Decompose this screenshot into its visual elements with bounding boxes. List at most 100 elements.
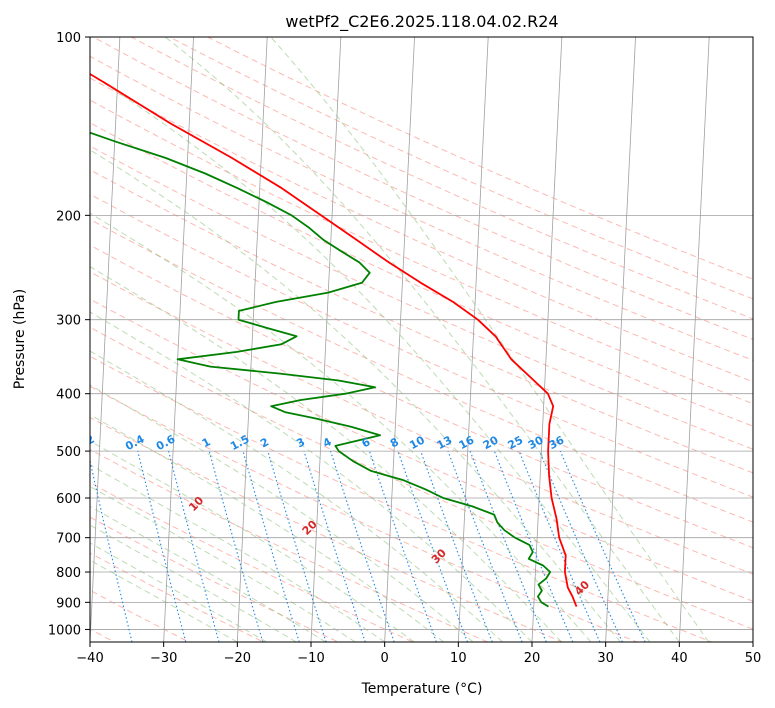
mixing-ratio-label: 10 xyxy=(407,433,427,452)
isotherm-line xyxy=(310,37,342,642)
mixing-ratio-line xyxy=(242,450,300,642)
isotherm-line xyxy=(236,37,268,642)
dry-adiabat-line xyxy=(130,37,753,320)
dry-adiabat-line xyxy=(206,37,753,280)
mixing-ratio-line xyxy=(137,450,187,642)
dry-adiabat-line xyxy=(90,416,564,642)
y-tick-label: 600 xyxy=(56,492,81,507)
dry-adiabat-line xyxy=(90,355,714,642)
isotherm-line xyxy=(605,37,636,642)
dry-adiabat-line xyxy=(90,122,753,427)
pressure-gridlines xyxy=(90,37,753,630)
mixing-ratio-line xyxy=(303,450,366,642)
isotherm-line xyxy=(90,37,121,642)
mixing-ratio-label: 0.2 xyxy=(73,433,96,454)
mixing-ratio-line xyxy=(208,450,264,642)
isotherm-line xyxy=(752,633,753,642)
dry-adiabat-label: -10 xyxy=(0,459,20,482)
dry-adiabat-label: 0 xyxy=(76,470,91,485)
dry-adiabat-line xyxy=(90,193,753,498)
mixing-ratio-line xyxy=(420,450,493,642)
x-axis-label: Temperature (°C) xyxy=(361,681,483,697)
dry-adiabat-line xyxy=(92,37,753,340)
dry-adiabat-line xyxy=(90,385,639,642)
moist-adiabats xyxy=(90,37,710,642)
mixing-ratio-label: 25 xyxy=(506,433,526,452)
y-tick-label: 300 xyxy=(56,314,81,329)
x-tick-label: 40 xyxy=(671,651,688,666)
mixing-ratio-label: 20 xyxy=(481,433,501,452)
plot-frame xyxy=(89,36,754,643)
mixing-ratio-labels: 0.1 0.2 0.4 0.6 1 1.5 2 3 4 6 8 10 13 16 20 25 30 36 xyxy=(27,432,567,454)
mixing-ratio-label: 0.4 xyxy=(123,432,147,453)
mixing-ratio-line xyxy=(539,450,623,642)
mixing-ratio-label: 8 xyxy=(388,435,401,450)
mixing-ratio-line xyxy=(469,450,547,642)
dry-adiabat-line xyxy=(90,482,415,642)
x-tick-label: 20 xyxy=(524,651,541,666)
mixing-ratio-label: 16 xyxy=(457,433,477,452)
dewpoint-profile-line xyxy=(90,131,552,608)
mixing-ratio-line xyxy=(397,450,469,642)
y-axis-ticks: 100 200 300 400 500 600 700 800 900 1000 xyxy=(48,31,90,638)
y-axis-label: Pressure (hPa) xyxy=(12,289,28,389)
moist-adiabat-line xyxy=(90,542,268,642)
y-tick-label: 400 xyxy=(56,388,81,403)
dry-adiabat-label: 10 xyxy=(186,494,206,514)
isotherm-line xyxy=(531,37,563,642)
mixing-ratio-label: 2 xyxy=(258,435,271,450)
dry-adiabat-line xyxy=(90,271,753,575)
isotherm-line xyxy=(678,37,710,642)
mixing-ratio-line xyxy=(267,450,327,642)
mixing-ratio-line xyxy=(330,450,395,642)
moist-adiabat-line xyxy=(90,149,621,642)
isotherm-line xyxy=(457,37,489,642)
mixing-ratio-lines xyxy=(90,450,646,642)
chart-title: wetPf2_C2E6.2025.118.04.02.R24 xyxy=(285,12,558,32)
isotherm-line xyxy=(163,37,194,642)
plot-area: -100-90-80-70-60-50-40-30-20-10010203040… xyxy=(0,24,753,654)
moist-adiabat-line xyxy=(90,73,651,642)
moist-adiabat-line xyxy=(90,212,592,642)
y-tick-label: 500 xyxy=(56,445,81,460)
x-tick-label: 50 xyxy=(745,651,762,666)
dry-adiabat-line xyxy=(90,448,489,642)
mixing-ratio-line xyxy=(368,450,437,642)
x-tick-label: −20 xyxy=(224,651,251,666)
moist-adiabat-line xyxy=(90,559,238,642)
moist-adiabat-line xyxy=(90,350,503,642)
y-tick-label: 1000 xyxy=(48,623,81,638)
moist-adiabat-line xyxy=(270,37,710,642)
dry-adiabats xyxy=(0,24,753,654)
dry-adiabat-line xyxy=(90,326,753,630)
dry-adiabat-line xyxy=(90,169,753,474)
moist-adiabat-line xyxy=(90,505,326,642)
mixing-ratio-line xyxy=(559,450,646,642)
mixing-ratio-line xyxy=(90,458,133,642)
y-tick-label: 800 xyxy=(56,566,81,581)
x-tick-label: 30 xyxy=(597,651,614,666)
isotherms xyxy=(90,37,753,642)
mixing-ratio-label: 0.1 xyxy=(27,433,50,454)
x-tick-label: 0 xyxy=(381,651,389,666)
dry-adiabat-line xyxy=(90,589,190,642)
isotherm-line xyxy=(384,37,415,642)
moist-adiabat-line xyxy=(90,266,562,642)
dry-adiabat-line xyxy=(90,244,753,549)
dry-adiabat-label: 40 xyxy=(572,578,592,598)
dry-adiabat-line xyxy=(90,298,753,602)
y-tick-label: 100 xyxy=(56,31,81,46)
dry-adiabat-line xyxy=(0,24,61,654)
mixing-ratio-line xyxy=(168,450,220,642)
dry-adiabat-label: 30 xyxy=(429,546,449,566)
y-tick-label: 200 xyxy=(56,209,81,224)
temperature-profile-line xyxy=(90,72,578,607)
mixing-ratio-label: 36 xyxy=(547,433,567,452)
x-tick-label: −30 xyxy=(150,651,177,666)
mixing-ratio-label: 1 xyxy=(200,435,213,450)
mixing-ratio-label: 30 xyxy=(526,433,546,452)
dry-adiabat-line xyxy=(90,77,753,383)
dry-adiabat-line xyxy=(90,55,753,361)
